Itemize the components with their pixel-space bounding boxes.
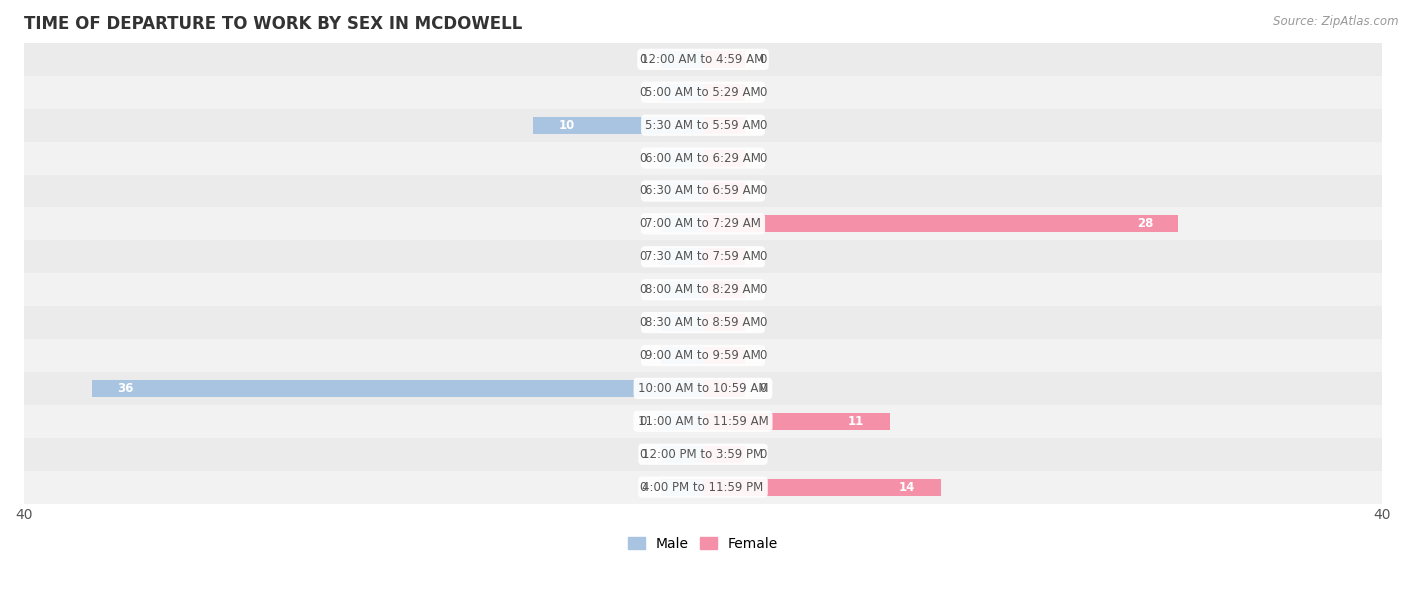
Bar bbox=[661, 149, 703, 167]
Text: 0: 0 bbox=[759, 250, 766, 263]
Bar bbox=[661, 347, 703, 364]
Bar bbox=[703, 51, 745, 68]
Text: 0: 0 bbox=[640, 217, 647, 230]
Text: 0: 0 bbox=[640, 250, 647, 263]
Bar bbox=[703, 117, 745, 134]
Bar bbox=[703, 446, 745, 463]
Text: 0: 0 bbox=[759, 86, 766, 99]
Text: Source: ZipAtlas.com: Source: ZipAtlas.com bbox=[1274, 15, 1399, 28]
Text: 10:00 AM to 10:59 AM: 10:00 AM to 10:59 AM bbox=[638, 382, 768, 395]
Bar bbox=[661, 314, 703, 331]
Text: 0: 0 bbox=[640, 447, 647, 461]
Bar bbox=[661, 51, 703, 68]
Bar bbox=[24, 142, 1382, 174]
Bar bbox=[703, 478, 941, 496]
Text: 0: 0 bbox=[640, 184, 647, 198]
Text: 7:30 AM to 7:59 AM: 7:30 AM to 7:59 AM bbox=[645, 250, 761, 263]
Bar bbox=[661, 183, 703, 199]
Text: 6:30 AM to 6:59 AM: 6:30 AM to 6:59 AM bbox=[645, 184, 761, 198]
Bar bbox=[661, 446, 703, 463]
Text: 0: 0 bbox=[759, 447, 766, 461]
Text: 0: 0 bbox=[640, 283, 647, 296]
Text: 28: 28 bbox=[1136, 217, 1153, 230]
Text: 7:00 AM to 7:29 AM: 7:00 AM to 7:29 AM bbox=[645, 217, 761, 230]
Text: 36: 36 bbox=[117, 382, 134, 395]
Text: 0: 0 bbox=[759, 382, 766, 395]
Bar bbox=[24, 208, 1382, 240]
Text: 11:00 AM to 11:59 AM: 11:00 AM to 11:59 AM bbox=[638, 415, 768, 428]
Text: 12:00 AM to 4:59 AM: 12:00 AM to 4:59 AM bbox=[641, 53, 765, 66]
Text: 0: 0 bbox=[759, 53, 766, 66]
Text: 5:00 AM to 5:29 AM: 5:00 AM to 5:29 AM bbox=[645, 86, 761, 99]
Bar bbox=[703, 84, 745, 101]
Bar bbox=[24, 438, 1382, 471]
Text: 5:30 AM to 5:59 AM: 5:30 AM to 5:59 AM bbox=[645, 118, 761, 131]
Text: 0: 0 bbox=[640, 152, 647, 165]
Text: 4:00 PM to 11:59 PM: 4:00 PM to 11:59 PM bbox=[643, 481, 763, 494]
Text: 0: 0 bbox=[759, 349, 766, 362]
Text: 0: 0 bbox=[759, 283, 766, 296]
Text: 12:00 PM to 3:59 PM: 12:00 PM to 3:59 PM bbox=[643, 447, 763, 461]
Bar bbox=[703, 413, 890, 430]
Bar bbox=[661, 478, 703, 496]
Bar bbox=[24, 43, 1382, 76]
Text: 0: 0 bbox=[640, 415, 647, 428]
Bar bbox=[533, 117, 703, 134]
Bar bbox=[661, 281, 703, 298]
Text: 8:30 AM to 8:59 AM: 8:30 AM to 8:59 AM bbox=[645, 316, 761, 329]
Text: TIME OF DEPARTURE TO WORK BY SEX IN MCDOWELL: TIME OF DEPARTURE TO WORK BY SEX IN MCDO… bbox=[24, 15, 522, 33]
Bar bbox=[703, 248, 745, 265]
Text: 0: 0 bbox=[759, 316, 766, 329]
Bar bbox=[703, 281, 745, 298]
Bar bbox=[24, 306, 1382, 339]
Text: 11: 11 bbox=[848, 415, 865, 428]
Text: 6:00 AM to 6:29 AM: 6:00 AM to 6:29 AM bbox=[645, 152, 761, 165]
Bar bbox=[661, 215, 703, 233]
Bar bbox=[91, 380, 703, 397]
Bar bbox=[24, 273, 1382, 306]
Text: 14: 14 bbox=[898, 481, 915, 494]
Text: 0: 0 bbox=[640, 349, 647, 362]
Bar bbox=[703, 149, 745, 167]
Bar bbox=[703, 215, 1178, 233]
Bar bbox=[703, 183, 745, 199]
Text: 0: 0 bbox=[640, 481, 647, 494]
Text: 9:00 AM to 9:59 AM: 9:00 AM to 9:59 AM bbox=[645, 349, 761, 362]
Bar bbox=[661, 413, 703, 430]
Text: 0: 0 bbox=[640, 86, 647, 99]
Text: 10: 10 bbox=[558, 118, 575, 131]
Bar bbox=[661, 84, 703, 101]
Bar bbox=[24, 76, 1382, 109]
Text: 8:00 AM to 8:29 AM: 8:00 AM to 8:29 AM bbox=[645, 283, 761, 296]
Bar bbox=[24, 405, 1382, 438]
Bar bbox=[24, 372, 1382, 405]
Bar bbox=[24, 174, 1382, 208]
Bar bbox=[24, 240, 1382, 273]
Bar bbox=[703, 314, 745, 331]
Bar bbox=[661, 248, 703, 265]
Text: 0: 0 bbox=[759, 118, 766, 131]
Bar bbox=[24, 339, 1382, 372]
Bar bbox=[24, 109, 1382, 142]
Text: 0: 0 bbox=[640, 316, 647, 329]
Text: 0: 0 bbox=[759, 184, 766, 198]
Legend: Male, Female: Male, Female bbox=[623, 531, 783, 556]
Text: 0: 0 bbox=[640, 53, 647, 66]
Bar bbox=[24, 471, 1382, 503]
Text: 0: 0 bbox=[759, 152, 766, 165]
Bar bbox=[703, 380, 745, 397]
Bar bbox=[703, 347, 745, 364]
